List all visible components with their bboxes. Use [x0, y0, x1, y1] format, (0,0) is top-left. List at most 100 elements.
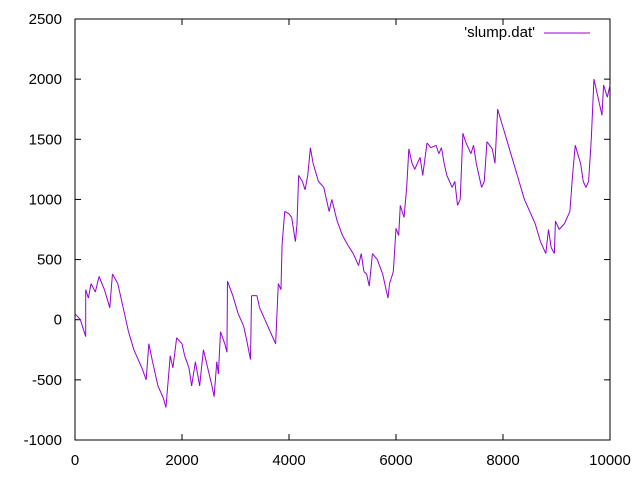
series-line-segment	[280, 245, 283, 290]
series-line-segment	[98, 276, 105, 290]
series-line-segment	[606, 85, 611, 98]
series-line-segment	[408, 148, 413, 164]
series-line-segment	[128, 331, 135, 350]
series-line-segment	[122, 307, 129, 332]
series-line-segment	[422, 142, 428, 176]
series-line-segment	[572, 145, 576, 176]
series-line-segment	[264, 319, 271, 332]
series-line-segment	[133, 349, 143, 369]
series-line-segment	[601, 85, 605, 116]
series-line-segment	[382, 273, 389, 299]
series-line-segment	[232, 295, 239, 314]
y-tick-label: 1500	[29, 131, 62, 148]
series-line-segment	[376, 259, 384, 275]
series-line-segment	[213, 361, 218, 397]
series-line-segment	[162, 397, 167, 408]
series-line-segment	[176, 337, 183, 345]
series-line-segment	[372, 253, 378, 260]
series-line-segment	[269, 331, 277, 344]
series-line-segment	[366, 273, 370, 287]
series-line-segment	[318, 181, 325, 188]
series-line-segment	[454, 181, 459, 206]
y-tick-label: 2000	[29, 71, 62, 88]
series-line-segment	[347, 244, 354, 254]
series-line-segment	[165, 355, 171, 408]
series-line-segment	[534, 223, 541, 242]
series-line-segment	[547, 229, 552, 248]
x-axis: 0 2000 4000 6000 8000 10000	[71, 19, 631, 469]
series-line-segment	[475, 163, 480, 176]
series-line-segment	[398, 205, 401, 236]
series-line-segment	[360, 253, 365, 272]
series-line-segment	[358, 253, 362, 266]
series-line-segment	[473, 145, 477, 164]
series-line-segment	[79, 319, 87, 337]
series-line-segment	[582, 181, 587, 188]
series-line-segment	[94, 276, 100, 293]
series-line-segment	[564, 211, 571, 224]
series-line-segment	[336, 220, 343, 236]
series-line-segment	[399, 205, 405, 218]
series-line-segment	[553, 221, 556, 254]
series-line-segment	[202, 349, 209, 368]
series-line-segment	[443, 163, 448, 176]
series-line-segment	[507, 145, 515, 164]
series-line-segment	[184, 355, 190, 368]
series-line-segment	[569, 175, 574, 212]
series-line-segment	[554, 220, 560, 230]
y-tick-label: -1000	[24, 432, 62, 449]
series-line-segment	[502, 127, 509, 146]
series-line-segment	[352, 253, 360, 266]
series-line-segment	[191, 361, 196, 386]
series-line-segment	[435, 145, 440, 154]
y-axis: -1000 -500 0 500 1000 1500 2000 2500	[24, 11, 610, 449]
series-line-segment	[275, 283, 279, 344]
series-line-segment	[301, 181, 306, 190]
series-line-segment	[529, 211, 536, 224]
series-line-segment	[523, 199, 531, 212]
series-layer	[74, 79, 611, 408]
series-line-segment	[395, 228, 400, 236]
series-line-segment	[403, 187, 408, 218]
series-line-segment	[494, 109, 499, 164]
series-line-segment	[217, 331, 222, 374]
series-line-segment	[451, 181, 456, 188]
series-line-segment	[406, 148, 410, 188]
series-line-segment	[539, 241, 547, 254]
series-line-segment	[342, 235, 349, 246]
series-line-segment	[459, 133, 464, 200]
series-line-segment	[550, 247, 555, 254]
series-line-segment	[288, 213, 293, 218]
series-line-segment	[430, 144, 437, 149]
series-line-segment	[309, 147, 314, 164]
series-line-segment	[259, 307, 266, 320]
series-line-segment	[112, 273, 119, 284]
series-line-segment	[117, 283, 124, 308]
legend: 'slump.dat'	[464, 24, 590, 41]
series-line-segment	[328, 199, 333, 212]
series-line-segment	[74, 313, 81, 321]
series-line-segment	[558, 223, 565, 230]
series-line-segment	[481, 181, 485, 188]
series-line-segment	[294, 223, 298, 242]
y-tick-label: -500	[32, 372, 62, 389]
series-line-segment	[478, 175, 483, 188]
series-line-segment	[145, 343, 150, 380]
series-line-segment	[152, 361, 159, 386]
series-line-segment	[414, 157, 421, 170]
series-line-segment	[237, 313, 244, 326]
series-line-segment	[545, 229, 549, 254]
series-line-segment	[588, 139, 592, 182]
x-tick-label: 2000	[165, 452, 198, 469]
series-line-segment	[109, 273, 113, 308]
series-line-segment	[457, 199, 461, 206]
series-line-segment	[574, 145, 582, 164]
series-line-segment	[304, 175, 309, 190]
series-line-segment	[462, 133, 467, 142]
y-tick-label: 500	[37, 252, 62, 269]
series-line-segment	[593, 79, 600, 104]
series-line-segment	[389, 271, 394, 284]
series-line-segment	[323, 187, 330, 212]
series-line-segment	[387, 283, 391, 299]
series-line-segment	[220, 331, 226, 344]
